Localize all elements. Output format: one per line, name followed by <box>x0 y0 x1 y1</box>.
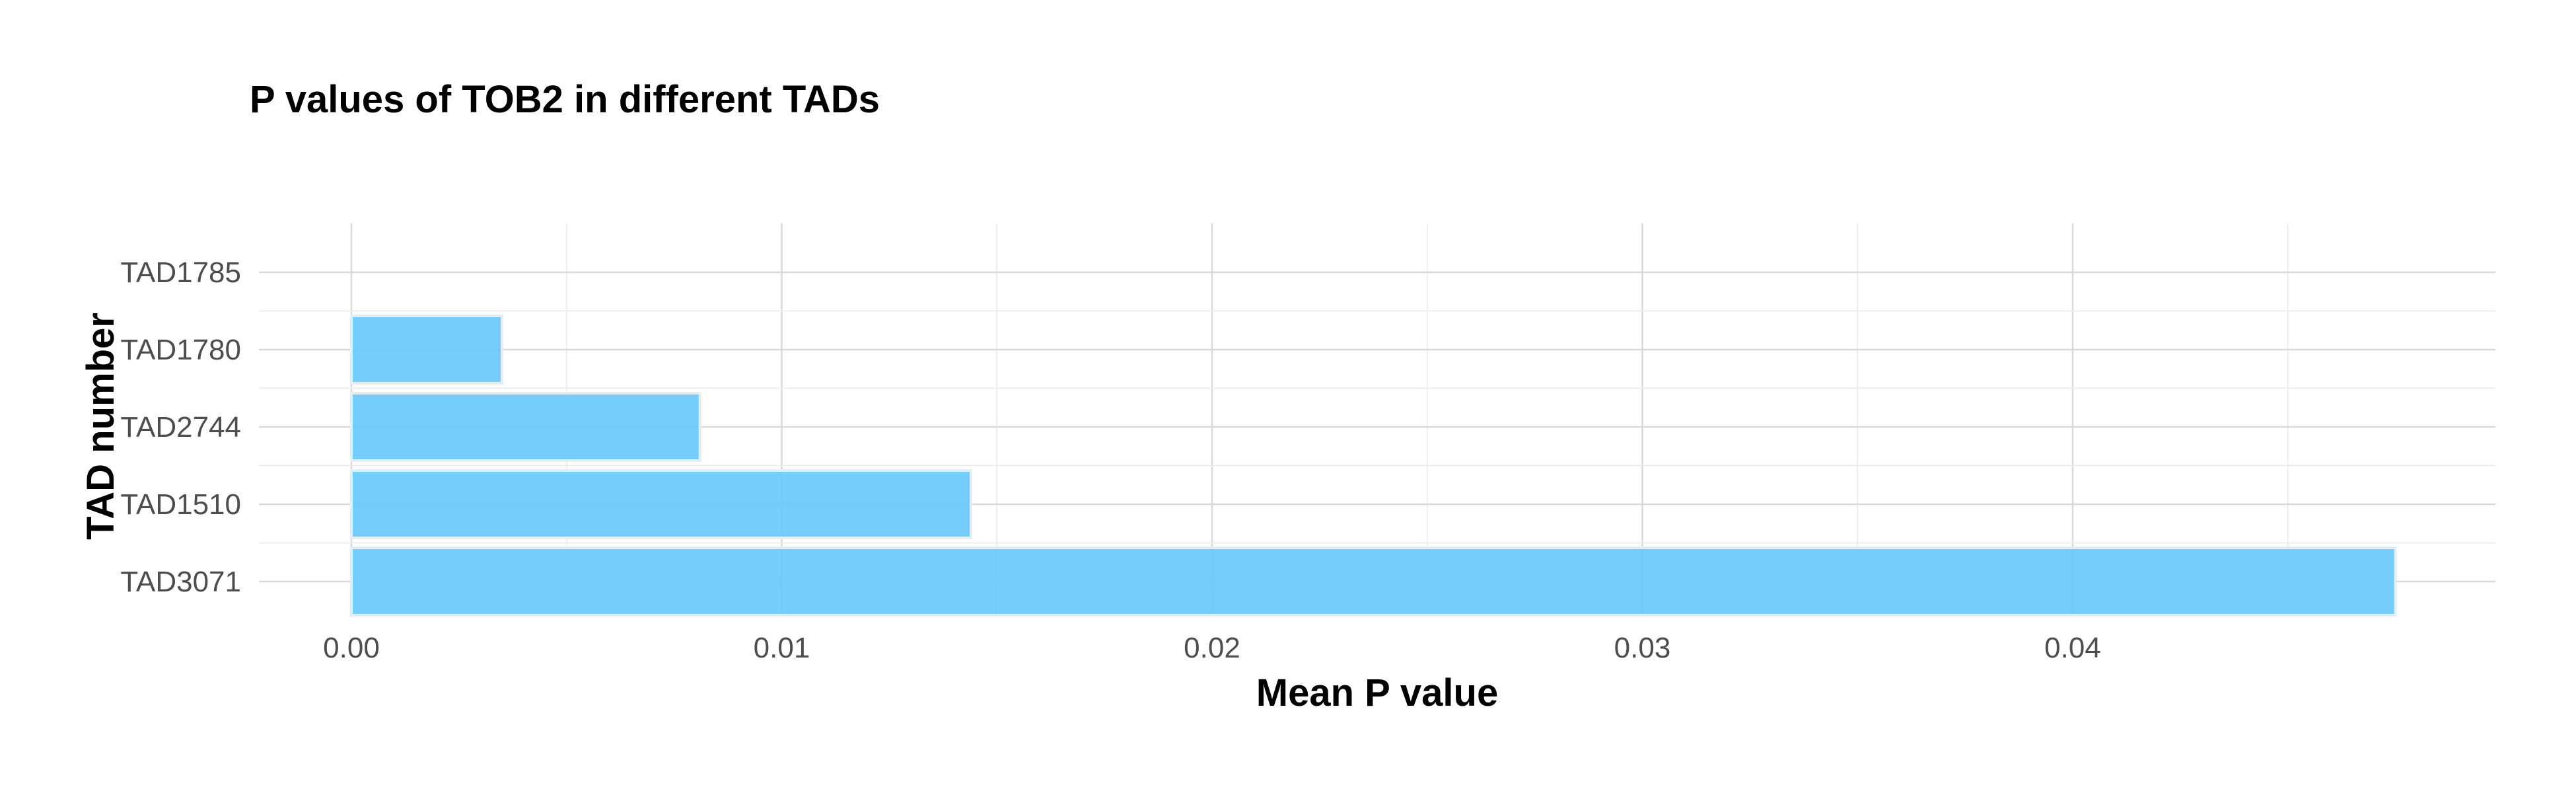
x-tick-label: 0.00 <box>323 632 380 664</box>
chart-title: P values of TOB2 in different TADs <box>250 78 880 121</box>
x-tick-label: 0.04 <box>2044 632 2101 664</box>
x-tick-label: 0.01 <box>754 632 810 664</box>
y-tick-label: TAD1780 <box>120 334 241 366</box>
x-tick-labels: 0.00 0.01 0.02 0.03 0.04 <box>323 632 2101 664</box>
bars <box>350 315 2397 617</box>
y-tick-label: TAD1510 <box>120 488 241 521</box>
y-axis-title: TAD number <box>79 313 122 540</box>
x-tick-label: 0.02 <box>1184 632 1240 664</box>
bar-tad1780 <box>350 315 504 385</box>
bar-tad1510 <box>350 469 973 539</box>
bar-tad3071 <box>350 547 2397 617</box>
x-axis-title: Mean P value <box>1256 671 1498 714</box>
y-tick-label: TAD2744 <box>120 411 241 443</box>
x-tick-label: 0.03 <box>1614 632 1671 664</box>
y-tick-label: TAD3071 <box>120 566 241 598</box>
y-tick-labels: TAD1785 TAD1780 TAD2744 TAD1510 TAD3071 <box>120 256 241 598</box>
y-tick-label: TAD1785 <box>120 256 241 289</box>
bar-tad2744 <box>350 392 701 462</box>
